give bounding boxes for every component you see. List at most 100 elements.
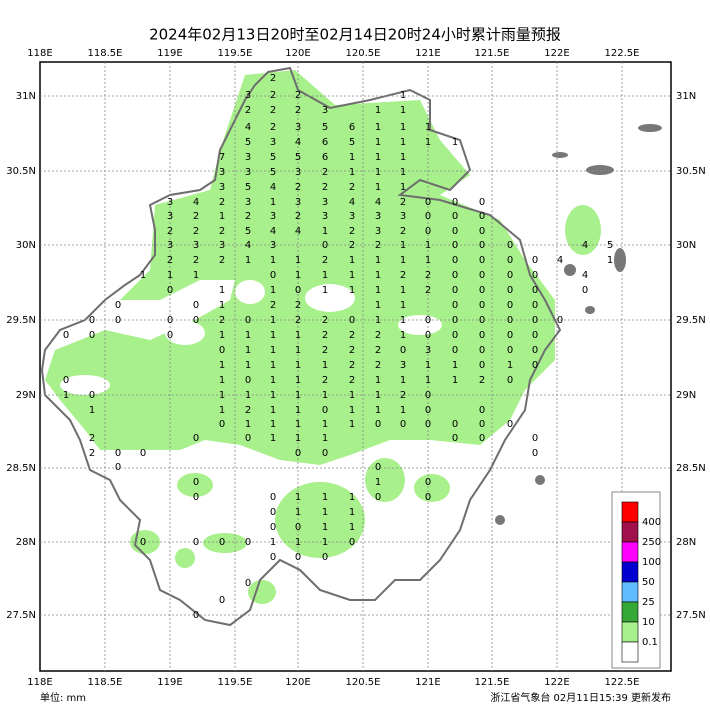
station-value: 0 <box>532 345 538 356</box>
station-value: 3 <box>167 211 173 222</box>
legend-swatch <box>621 561 639 583</box>
station-value: 0 <box>425 390 431 401</box>
station-value: 0 <box>193 537 199 548</box>
station-value: 0 <box>452 285 458 296</box>
station-value: 2 <box>193 211 199 222</box>
station-value: 2 <box>245 211 251 222</box>
station-value: 2 <box>400 197 406 208</box>
station-value: 2 <box>425 270 431 281</box>
station-value: 1 <box>375 285 381 296</box>
station-value: 0 <box>452 300 458 311</box>
station-value: 0 <box>193 477 199 488</box>
station-value: 3 <box>349 211 355 222</box>
station-value: 1 <box>607 255 613 266</box>
station-value: 2 <box>219 315 225 326</box>
station-value: 1 <box>375 122 381 133</box>
station-value: 2 <box>245 105 251 116</box>
station-value: 2 <box>219 226 225 237</box>
station-value: 1 <box>322 492 328 503</box>
dry-area <box>60 280 442 395</box>
station-value: 0 <box>193 610 199 621</box>
station-value: 1 <box>270 360 276 371</box>
station-value: 0 <box>245 315 251 326</box>
station-value: 0 <box>479 285 485 296</box>
station-value: 0 <box>245 537 251 548</box>
station-value: 1 <box>295 345 301 356</box>
lon-label: 118E <box>27 677 52 688</box>
station-value: 0 <box>193 492 199 503</box>
station-value: 0 <box>349 315 355 326</box>
station-value: 3 <box>167 240 173 251</box>
station-value: 0 <box>452 197 458 208</box>
station-value: 7 <box>219 152 225 163</box>
station-value: 1 <box>219 375 225 386</box>
station-value: 2 <box>245 405 251 416</box>
station-value: 0 <box>425 492 431 503</box>
station-value: 0 <box>63 330 69 341</box>
station-value: 1 <box>375 255 381 266</box>
station-value: 0 <box>193 433 199 444</box>
station-value: 0 <box>479 255 485 266</box>
station-value: 1 <box>219 405 225 416</box>
station-value: 1 <box>245 255 251 266</box>
station-value: 1 <box>322 360 328 371</box>
lat-label: 29.5N <box>6 315 36 326</box>
station-value: 0 <box>400 419 406 430</box>
station-value: 1 <box>245 390 251 401</box>
station-value: 2 <box>425 285 431 296</box>
station-value: 1 <box>375 105 381 116</box>
station-value: 0 <box>219 345 225 356</box>
station-value: 6 <box>322 152 328 163</box>
legend-level: 100 <box>642 557 661 568</box>
station-value: 3 <box>375 211 381 222</box>
station-value: 0 <box>557 315 563 326</box>
station-value: 2 <box>295 315 301 326</box>
islands <box>495 124 662 525</box>
station-value: 1 <box>349 167 355 178</box>
station-value: 1 <box>375 152 381 163</box>
lon-label: 122.5E <box>605 48 640 59</box>
station-value: 3 <box>270 211 276 222</box>
station-value: 1 <box>375 390 381 401</box>
station-value: 2 <box>349 226 355 237</box>
station-value: 1 <box>375 315 381 326</box>
lon-label: 120E <box>285 677 310 688</box>
station-value: 1 <box>270 255 276 266</box>
station-value: 0 <box>89 315 95 326</box>
station-value: 1 <box>322 419 328 430</box>
legend-swatch <box>621 621 639 643</box>
station-value: 1 <box>270 405 276 416</box>
station-value: 0 <box>425 226 431 237</box>
station-value: 2 <box>89 448 95 459</box>
issuer: 浙江省气象台 02月11日15:39 更新发布 <box>490 691 671 704</box>
station-value: 4 <box>270 226 276 237</box>
station-value: 0 <box>425 419 431 430</box>
station-value: 2 <box>295 300 301 311</box>
station-value: 1 <box>322 226 328 237</box>
lon-label: 119.5E <box>218 677 253 688</box>
station-value: 0 <box>375 462 381 473</box>
station-value: 1 <box>452 375 458 386</box>
lon-label: 121.5E <box>475 677 510 688</box>
station-value: 1 <box>349 255 355 266</box>
station-value: 1 <box>270 375 276 386</box>
station-value: 1 <box>245 360 251 371</box>
station-value: 2 <box>295 211 301 222</box>
station-value: 1 <box>349 492 355 503</box>
station-value: 0 <box>89 330 95 341</box>
station-value: 2 <box>479 375 485 386</box>
station-value: 4 <box>295 226 301 237</box>
station-value: 1 <box>400 375 406 386</box>
station-value: 0 <box>532 433 538 444</box>
station-value: 0 <box>193 315 199 326</box>
station-value: 1 <box>375 300 381 311</box>
station-value: 3 <box>193 240 199 251</box>
station-value: 1 <box>193 270 199 281</box>
station-value: 0 <box>167 315 173 326</box>
station-value: 1 <box>507 360 513 371</box>
station-value: 0 <box>532 315 538 326</box>
station-value: 2 <box>270 73 276 84</box>
lat-label: 28N <box>676 537 696 548</box>
station-value: 0 <box>532 285 538 296</box>
